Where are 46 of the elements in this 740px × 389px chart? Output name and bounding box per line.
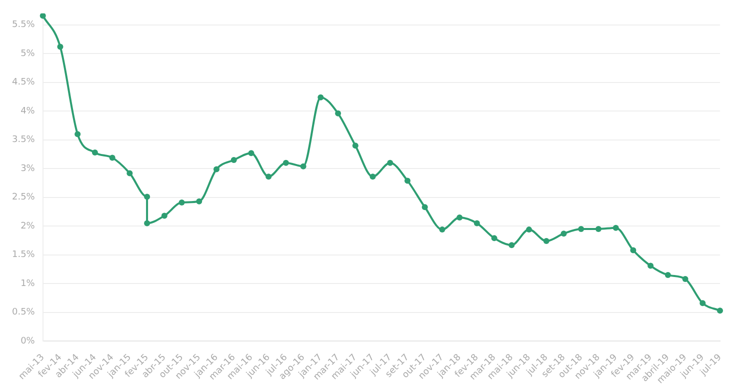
point [282, 160, 289, 166]
y-tick-label: 4.5% [12, 78, 36, 88]
point [161, 212, 168, 219]
point [248, 150, 254, 156]
point [682, 276, 688, 282]
point [266, 174, 272, 180]
point [664, 272, 671, 278]
point [648, 262, 654, 269]
y-tick-label: 3.5% [12, 135, 36, 146]
point [543, 238, 550, 244]
point [352, 142, 358, 149]
point [700, 300, 706, 306]
point [335, 110, 342, 116]
point [508, 242, 515, 248]
point [300, 163, 306, 170]
point [387, 160, 394, 166]
y-tick-label: 5.5% [12, 20, 36, 30]
point [474, 220, 480, 226]
point [491, 235, 498, 242]
point [422, 204, 428, 210]
point [230, 157, 237, 163]
y-tick-label: 2.5% [12, 192, 36, 203]
y-tick-label: 1.5% [12, 250, 36, 260]
point [318, 94, 324, 100]
point [595, 226, 602, 232]
point [213, 166, 220, 172]
y-tick-label: 0.5% [12, 308, 36, 318]
y-tick-label: 3% [20, 164, 36, 174]
point [630, 247, 636, 254]
y-tick-label: 0% [20, 336, 36, 346]
point [526, 226, 532, 233]
point [717, 308, 723, 314]
y-tick-label: 5% [20, 48, 36, 59]
point [370, 174, 376, 180]
y-tick-label: 4% [20, 106, 36, 116]
point [612, 224, 619, 231]
point [578, 226, 584, 232]
point [196, 198, 202, 204]
point [404, 178, 410, 184]
point [144, 220, 150, 226]
point [456, 214, 463, 220]
y-tick-label: 1% [20, 278, 36, 289]
point [178, 200, 185, 206]
y-tick-label: 2% [20, 221, 36, 232]
point [439, 226, 446, 233]
point [560, 230, 567, 237]
